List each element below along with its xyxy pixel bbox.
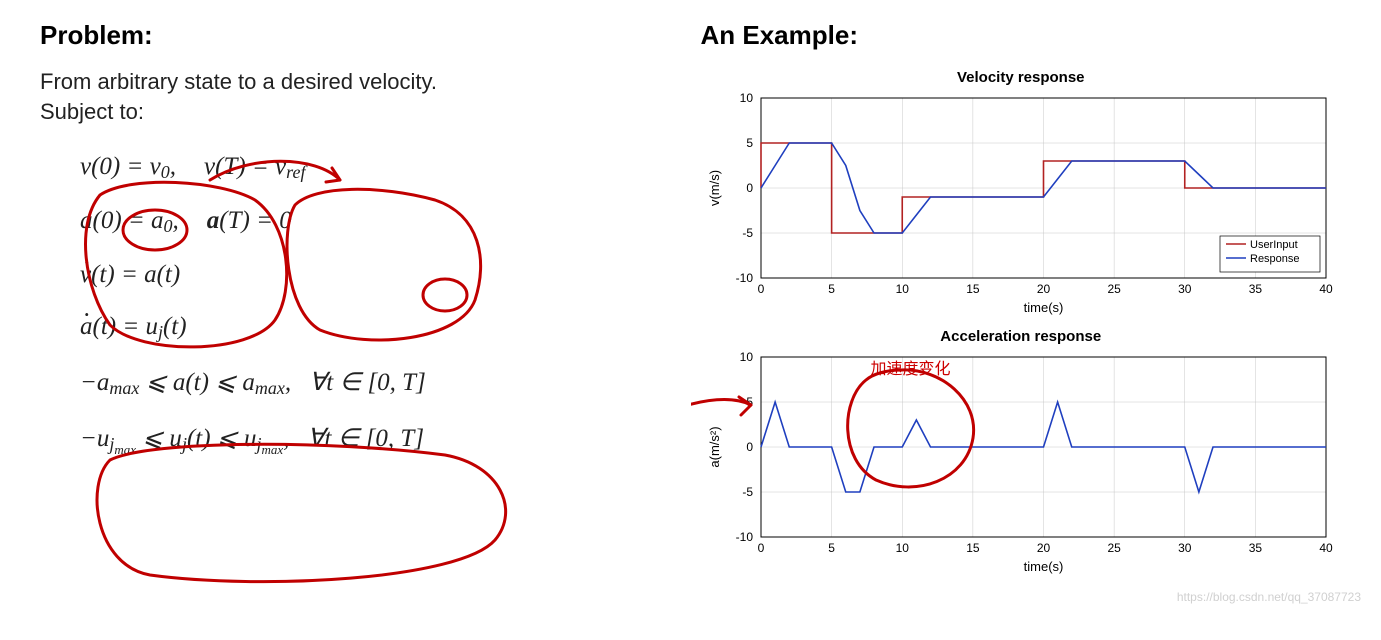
svg-text:40: 40: [1319, 282, 1333, 296]
accel-chart-wrap: Acceleration response 0 5 10 15 20 25 30 35 40 -1…: [701, 328, 1342, 577]
equations-block: v(0) = v0, v(T) = vref a(0) = a0, a(T) =…: [40, 153, 671, 458]
svg-text:20: 20: [1037, 282, 1051, 296]
svg-text:15: 15: [966, 282, 980, 296]
svg-text:0: 0: [746, 440, 753, 454]
svg-text:5: 5: [746, 136, 753, 150]
problem-column: Problem: From arbitrary state to a desir…: [40, 20, 691, 598]
velocity-chart: 0 5 10 15 20 25 30 35 40 -10 -5 0 5 10 time(s) v(m/s) Us…: [701, 88, 1341, 318]
svg-text:10: 10: [739, 350, 753, 364]
svg-text:-5: -5: [742, 226, 753, 240]
slide-root: Problem: From arbitrary state to a desir…: [0, 0, 1381, 618]
eq-vdot: v(t) = a(t): [80, 261, 671, 289]
svg-text:0: 0: [757, 541, 764, 555]
svg-text:25: 25: [1107, 282, 1121, 296]
svg-text:5: 5: [828, 541, 835, 555]
svg-text:a(m/s²): a(m/s²): [707, 426, 722, 467]
eq-u-bounds: −ujmax ⩽ uj(t) ⩽ ujmax, ∀t ∈ [0, T]: [80, 423, 671, 458]
accel-annotation-text: 加速度变化: [871, 355, 951, 379]
svg-text:-10: -10: [735, 530, 753, 544]
svg-text:10: 10: [739, 91, 753, 105]
svg-text:15: 15: [966, 541, 980, 555]
svg-text:35: 35: [1248, 541, 1262, 555]
svg-text:time(s): time(s): [1023, 300, 1063, 315]
problem-line2: Subject to:: [40, 99, 671, 125]
watermark: https://blog.csdn.net/qq_37087723: [1177, 590, 1361, 604]
svg-text:-10: -10: [735, 271, 753, 285]
velocity-chart-wrap: Velocity response 0510152025303540-10-50…: [701, 69, 1342, 318]
example-column: An Example: Velocity response 0 5 10 15 20 25…: [691, 20, 1342, 598]
eq-a-bounds: −amax ⩽ a(t) ⩽ amax, ∀t ∈ [0, T]: [80, 367, 671, 399]
svg-text:10: 10: [895, 541, 909, 555]
eq-adot: a(t) = uj(t): [80, 313, 671, 343]
svg-text:5: 5: [828, 282, 835, 296]
example-heading: An Example:: [701, 20, 1342, 51]
problem-line1: From arbitrary state to a desired veloci…: [40, 69, 671, 95]
svg-text:time(s): time(s): [1023, 559, 1063, 574]
svg-text:Response: Response: [1250, 253, 1300, 265]
accel-chart: 0 5 10 15 20 25 30 35 40 -10 -5 0 5 10 time(s) a(m/s²): [701, 347, 1341, 577]
eq-initial-accel: a(0) = a0, a(T) = 0: [80, 207, 671, 237]
velocity-chart-title: Velocity response: [701, 69, 1342, 86]
svg-text:35: 35: [1248, 282, 1262, 296]
svg-text:10: 10: [895, 282, 909, 296]
svg-text:40: 40: [1319, 541, 1333, 555]
svg-text:0: 0: [746, 181, 753, 195]
svg-text:-5: -5: [742, 485, 753, 499]
svg-text:UserInput: UserInput: [1250, 239, 1298, 251]
problem-heading: Problem:: [40, 20, 671, 51]
svg-text:v(m/s): v(m/s): [707, 170, 722, 206]
svg-text:0: 0: [757, 282, 764, 296]
svg-text:20: 20: [1037, 541, 1051, 555]
svg-text:5: 5: [746, 395, 753, 409]
svg-text:25: 25: [1107, 541, 1121, 555]
accel-chart-title: Acceleration response: [701, 328, 1342, 345]
eq-initial-velocity: v(0) = v0, v(T) = vref: [80, 153, 671, 183]
svg-text:30: 30: [1178, 282, 1192, 296]
svg-text:30: 30: [1178, 541, 1192, 555]
